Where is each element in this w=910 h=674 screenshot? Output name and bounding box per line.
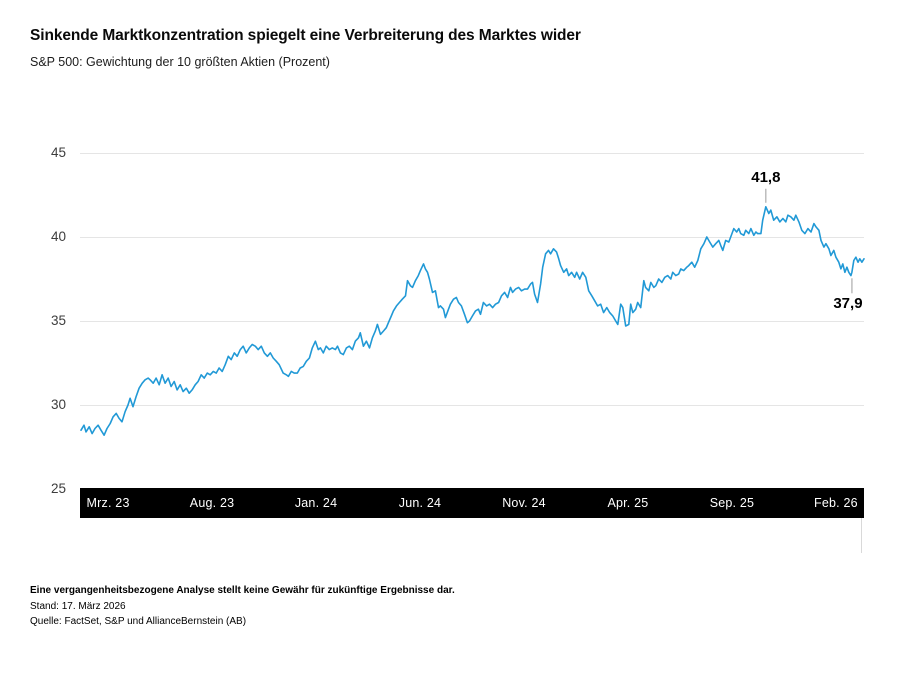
x-axis-tick-label: Nov. 24 — [502, 496, 546, 510]
annotation-last-label: 37,9 — [833, 295, 863, 313]
gridline — [80, 153, 864, 154]
axis-end-tick — [861, 518, 862, 553]
gridline — [80, 405, 864, 406]
x-axis-bar: Mrz. 23 Aug. 23 Jan. 24 Jun. 24 Nov. 24 Apr. … — [80, 488, 864, 518]
x-axis-tick-label: Jun. 24 — [398, 496, 442, 510]
footer-disclaimer: Eine vergangenheitsbezogene Analyse stel… — [30, 585, 455, 596]
y-axis-tick-label: 45 — [50, 145, 66, 160]
x-axis-tick-label: Apr. 25 — [607, 496, 649, 510]
annotation-peak-label: 41,8 — [751, 168, 781, 186]
footer-source: Quelle: FactSet, S&P und AllianceBernste… — [30, 616, 247, 627]
y-axis-tick-label: 35 — [50, 313, 66, 328]
y-axis-tick-label: 30 — [50, 397, 66, 412]
x-axis-tick-label: Jan. 24 — [294, 496, 338, 510]
y-axis-tick-label: 40 — [50, 229, 66, 244]
y-axis-tick-label: 25 — [50, 481, 66, 496]
x-axis-tick-label: Aug. 23 — [189, 496, 235, 510]
gridline — [80, 237, 864, 238]
footer-date: Stand: 17. März 2026 — [30, 601, 126, 612]
gridline — [80, 321, 864, 322]
x-axis-tick-label: Sep. 25 — [709, 496, 755, 510]
x-axis-tick-label: Mrz. 23 — [86, 496, 130, 510]
page-title: Sinkende Marktkonzentration spiegelt ein… — [30, 27, 581, 44]
series-line — [80, 206, 865, 436]
x-axis-tick-label: Feb. 26 — [814, 496, 858, 510]
page-subtitle: S&P 500: Gewichtung der 10 größten Aktie… — [30, 55, 330, 69]
